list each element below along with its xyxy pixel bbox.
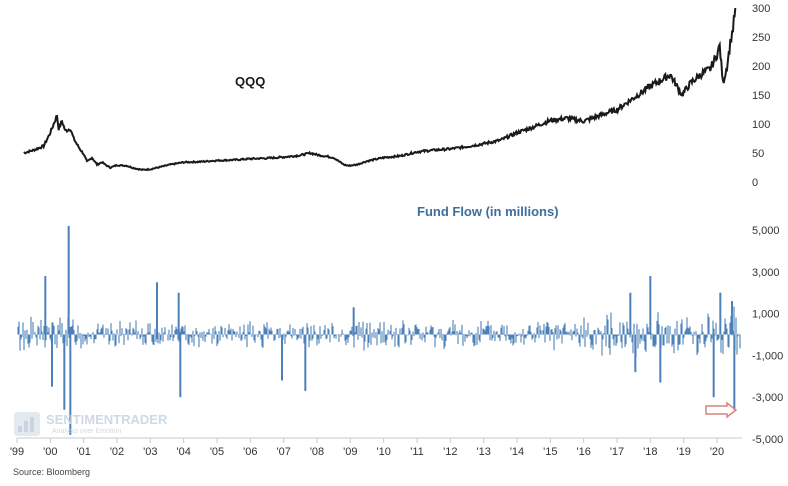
qqq-y-tick-label: 100 <box>752 119 770 131</box>
qqq-y-tick-label: 150 <box>752 90 770 102</box>
x-tick-label: '10 <box>376 446 390 458</box>
qqq-y-tick-label: 300 <box>752 3 770 15</box>
x-axis: '99 '00 '01 '02 '03 '04 '05 '06 '07 '08 '09 '10 '11 '… <box>10 438 724 458</box>
x-tick-label: '15 <box>543 446 557 458</box>
watermark-tagline: Analysis over Emotion <box>52 428 121 435</box>
qqq-y-axis: 0 50 100 150 200 250 300 <box>752 3 770 189</box>
x-tick-label: '09 <box>343 446 357 458</box>
x-tick-label: '20 <box>710 446 724 458</box>
watermark-name: SENTIMENTRADER <box>46 412 168 427</box>
fund-flow-title: Fund Flow (in millions) <box>417 204 559 219</box>
qqq-price-line <box>23 7 737 172</box>
x-tick-label: '12 <box>443 446 457 458</box>
x-tick-label: '02 <box>110 446 124 458</box>
flow-y-tick-label: 1,000 <box>752 309 780 321</box>
source-note: Source: Bloomberg <box>13 467 90 477</box>
x-tick-label: '00 <box>43 446 57 458</box>
x-tick-label: '06 <box>243 446 257 458</box>
flow-y-tick-label: 3,000 <box>752 267 780 279</box>
x-tick-label: '07 <box>276 446 290 458</box>
x-tick-label: '11 <box>410 446 424 458</box>
x-tick-label: '16 <box>576 446 590 458</box>
qqq-title: QQQ <box>235 74 265 89</box>
fund-flow-bars <box>17 225 741 435</box>
x-tick-label: '01 <box>76 446 90 458</box>
qqq-y-tick-label: 50 <box>752 148 764 160</box>
qqq-y-tick-label: 250 <box>752 32 770 44</box>
x-tick-label: '18 <box>643 446 657 458</box>
arrow-annotation-icon <box>705 401 738 419</box>
x-tick-label: '03 <box>143 446 157 458</box>
flow-y-tick-label: 5,000 <box>752 225 780 237</box>
flow-y-tick-label: -5,000 <box>752 434 783 446</box>
flow-y-tick-label: -1,000 <box>752 350 783 362</box>
x-tick-label: '05 <box>210 446 224 458</box>
x-tick-label: '99 <box>10 446 24 458</box>
x-tick-label: '14 <box>510 446 524 458</box>
x-tick-label: '08 <box>310 446 324 458</box>
watermark-logo: SENTIMENTRADER Analysis over Emotion <box>14 412 168 436</box>
x-tick-label: '19 <box>676 446 690 458</box>
x-tick-label: '17 <box>610 446 624 458</box>
flow-y-tick-label: -3,000 <box>752 392 783 404</box>
qqq-y-tick-label: 200 <box>752 61 770 73</box>
qqq-y-tick-label: 0 <box>752 177 758 189</box>
x-tick-label: '13 <box>476 446 490 458</box>
x-tick-label: '04 <box>176 446 190 458</box>
flow-y-axis: -5,000 -3,000 -1,000 1,000 3,000 5,000 <box>752 225 783 446</box>
